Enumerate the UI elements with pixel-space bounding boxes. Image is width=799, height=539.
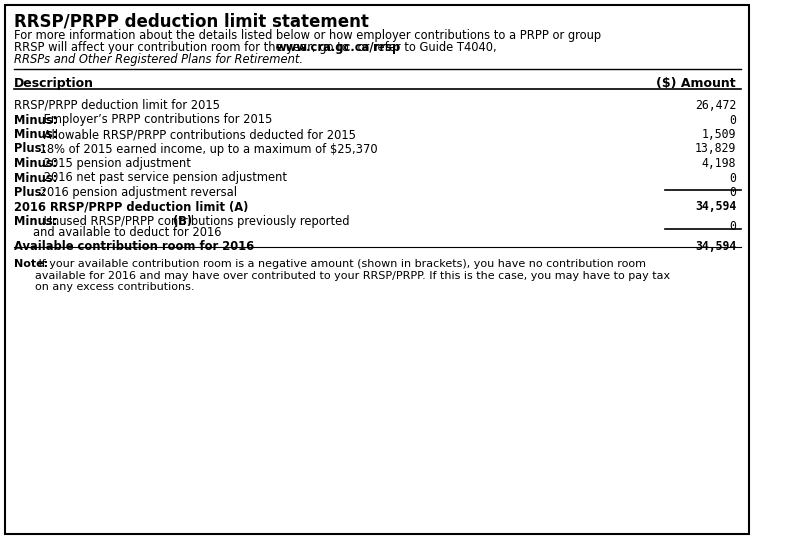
Text: Plus:: Plus: (14, 142, 46, 155)
Text: RRSP/PRPP deduction limit for 2015: RRSP/PRPP deduction limit for 2015 (14, 99, 221, 112)
Text: 0: 0 (729, 186, 736, 199)
Text: Employer’s PRPP contributions for 2015: Employer’s PRPP contributions for 2015 (40, 114, 272, 127)
Text: www.cra.gc.ca/rrsp: www.cra.gc.ca/rrsp (276, 41, 401, 54)
Text: Description: Description (14, 77, 94, 90)
Text: 2016 RRSP/PRPP deduction limit (A): 2016 RRSP/PRPP deduction limit (A) (14, 201, 248, 213)
Text: Minus:: Minus: (14, 128, 58, 141)
Text: If your available contribution room is a negative amount (shown in brackets), yo: If your available contribution room is a… (35, 259, 670, 292)
Text: 2016 pension adjustment reversal: 2016 pension adjustment reversal (36, 186, 237, 199)
Text: Note:: Note: (14, 259, 48, 269)
Text: Minus:: Minus: (14, 157, 58, 170)
Text: Minus:: Minus: (14, 114, 58, 127)
Text: (B): (B) (173, 215, 192, 228)
Text: 2016 net past service pension adjustment: 2016 net past service pension adjustment (40, 171, 288, 184)
Text: 34,594: 34,594 (695, 239, 736, 252)
Text: Unused RRSP/PRPP contributions previously reported: Unused RRSP/PRPP contributions previousl… (40, 215, 350, 228)
Text: RRSP will affect your contribution room for the year, go to: RRSP will affect your contribution room … (14, 41, 352, 54)
Text: 34,594: 34,594 (695, 201, 736, 213)
Text: 0: 0 (729, 114, 736, 127)
Text: 18% of 2015 earned income, up to a maximum of $25,370: 18% of 2015 earned income, up to a maxim… (36, 142, 378, 155)
Text: For more information about the details listed below or how employer contribution: For more information about the details l… (14, 29, 602, 42)
Text: RRSP/PRPP deduction limit statement: RRSP/PRPP deduction limit statement (14, 12, 369, 30)
Text: 0: 0 (729, 220, 736, 233)
FancyBboxPatch shape (5, 5, 749, 534)
Text: ($) Amount: ($) Amount (657, 77, 736, 90)
Text: and available to deduct for 2016: and available to deduct for 2016 (33, 226, 221, 239)
Text: 2015 pension adjustment: 2015 pension adjustment (40, 157, 191, 170)
Text: 26,472: 26,472 (695, 99, 736, 112)
Text: RRSPs and Other Registered Plans for Retirement.: RRSPs and Other Registered Plans for Ret… (14, 53, 303, 66)
Text: Minus:: Minus: (14, 215, 58, 228)
Text: Plus:: Plus: (14, 186, 46, 199)
Text: 4,198: 4,198 (702, 157, 736, 170)
Text: 0: 0 (729, 171, 736, 184)
Text: 1,509: 1,509 (702, 128, 736, 141)
Text: or refer to Guide T4040,: or refer to Guide T4040, (354, 41, 497, 54)
Text: Available contribution room for 2016: Available contribution room for 2016 (14, 239, 254, 252)
Text: Minus:: Minus: (14, 171, 58, 184)
Text: 13,829: 13,829 (695, 142, 736, 155)
Text: Allowable RRSP/PRPP contributions deducted for 2015: Allowable RRSP/PRPP contributions deduct… (40, 128, 356, 141)
